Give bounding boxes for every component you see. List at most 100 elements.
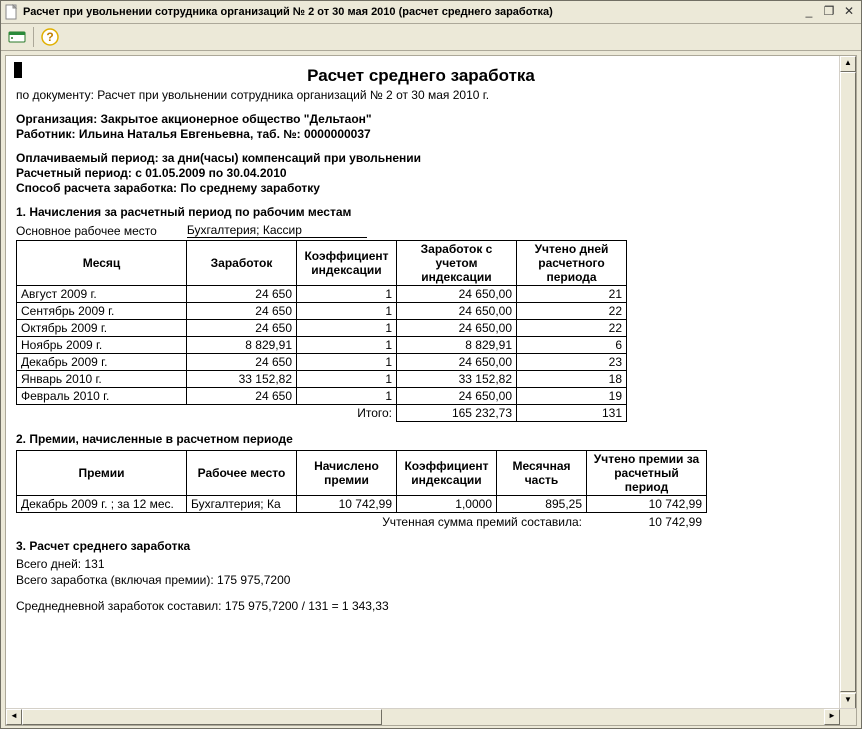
text-caret [14, 62, 22, 78]
table-row: Сентябрь 2009 г.24 650124 650,0022 [17, 303, 627, 320]
cell-month: Ноябрь 2009 г. [17, 337, 187, 354]
table-total-row: Итого:165 232,73131 [17, 405, 627, 422]
employee-value: Ильина Наталья Евгеньевна, таб. №: 00000… [79, 127, 371, 141]
scroll-right-button[interactable]: ► [824, 709, 840, 725]
section2-heading: 2. Премии, начисленные в расчетном перио… [16, 432, 826, 446]
table-header: Учтено дней расчетного периода [517, 241, 627, 286]
by-document-value: Расчет при увольнении сотрудника организ… [97, 88, 489, 102]
average-value: 175 975,7200 / 131 = 1 343,33 [225, 599, 389, 613]
calc-period-value: с 01.05.2009 по 30.04.2010 [135, 166, 286, 180]
help-button[interactable]: ? [38, 25, 62, 49]
bonus-sum-value: 10 742,99 [612, 515, 706, 529]
table-header: Заработок с учетом индексации [397, 241, 517, 286]
organization-label: Организация: [16, 112, 101, 126]
cell-month: Январь 2010 г. [17, 371, 187, 388]
cell-days: 22 [517, 320, 627, 337]
earnings-table: МесяцЗаработокКоэффициент индексацииЗара… [16, 240, 627, 422]
by-document-label: по документу: [16, 88, 97, 102]
workplace-value: Бухгалтерия; Кассир [187, 223, 367, 238]
section3: 3. Расчет среднего заработка Всего дней:… [16, 539, 826, 613]
table-header: Начислено премии [297, 451, 397, 496]
table-row: Ноябрь 2009 г.8 829,9118 829,916 [17, 337, 627, 354]
cell-accrued: 10 742,99 [297, 496, 397, 513]
table-row: Февраль 2010 г.24 650124 650,0019 [17, 388, 627, 405]
table-row: Август 2009 г.24 650124 650,0021 [17, 286, 627, 303]
total-earnings-label: Всего заработка (включая премии): [16, 573, 217, 587]
calc-period-line: Расчетный период: с 01.05.2009 по 30.04.… [16, 166, 826, 180]
total-label: Итого: [17, 405, 397, 422]
cell-month: Октябрь 2009 г. [17, 320, 187, 337]
scroll-left-button[interactable]: ◄ [6, 709, 22, 725]
cell-earnings: 24 650 [187, 303, 297, 320]
cell-earnings: 33 152,82 [187, 371, 297, 388]
horizontal-scrollbar[interactable]: ◄ ► [6, 708, 856, 725]
scroll-down-button[interactable]: ▼ [840, 693, 856, 709]
cell-earnings: 8 829,91 [187, 337, 297, 354]
cell-coef: 1,0000 [397, 496, 497, 513]
cell-days: 19 [517, 388, 627, 405]
horizontal-scroll-thumb[interactable] [22, 709, 382, 725]
workplace-label: Основное рабочее место [16, 224, 157, 238]
toolbar: ? [1, 24, 861, 51]
total-days-label: Всего дней: [16, 557, 84, 571]
toolbar-separator [33, 27, 34, 47]
cell-days: 6 [517, 337, 627, 354]
vertical-scrollbar[interactable]: ▲ ▼ [839, 56, 856, 709]
minimize-button[interactable]: _ [801, 5, 817, 19]
document-icon [5, 4, 19, 20]
close-button[interactable]: ✕ [841, 5, 857, 19]
report-window: Расчет при увольнении сотрудника организ… [0, 0, 862, 729]
toolbar-action-button[interactable] [5, 25, 29, 49]
cell-indexed: 24 650,00 [397, 388, 517, 405]
cell-coef: 1 [297, 320, 397, 337]
table-row: Декабрь 2009 г.24 650124 650,0023 [17, 354, 627, 371]
report-page: Расчет среднего заработка по документу: … [6, 56, 840, 709]
content-area: Расчет среднего заработка по документу: … [5, 55, 857, 726]
method-label: Способ расчета заработка: [16, 181, 180, 195]
cell-month: Февраль 2010 г. [17, 388, 187, 405]
cell-days: 23 [517, 354, 627, 371]
maximize-button[interactable]: ❐ [821, 5, 837, 19]
section1-heading: 1. Начисления за расчетный период по раб… [16, 205, 826, 219]
table-header: Учтено премии за расчетный период [587, 451, 707, 496]
window-title: Расчет при увольнении сотрудника организ… [23, 6, 797, 18]
table-header: Коэффициент индексации [297, 241, 397, 286]
cell-coef: 1 [297, 354, 397, 371]
scroll-up-button[interactable]: ▲ [840, 56, 856, 72]
table-row: Январь 2010 г.33 152,82133 152,8218 [17, 371, 627, 388]
table-header: Рабочее место [187, 451, 297, 496]
cell-month: Август 2009 г. [17, 286, 187, 303]
cell-bonus: Декабрь 2009 г. ; за 12 мес. [17, 496, 187, 513]
table-header: Месяц [17, 241, 187, 286]
cell-coef: 1 [297, 286, 397, 303]
cell-indexed: 24 650,00 [397, 303, 517, 320]
paid-period-value: за дни(часы) компенсаций при увольнении [162, 151, 421, 165]
cell-coef: 1 [297, 337, 397, 354]
employee-label: Работник: [16, 127, 79, 141]
cell-coef: 1 [297, 303, 397, 320]
bonuses-table: ПремииРабочее местоНачислено премииКоэфф… [16, 450, 707, 513]
method-line: Способ расчета заработка: По среднему за… [16, 181, 826, 195]
employee-line: Работник: Ильина Наталья Евгеньевна, таб… [16, 127, 826, 141]
total-days: 131 [517, 405, 627, 422]
table-header: Коэффициент индексации [397, 451, 497, 496]
method-value: По среднему заработку [180, 181, 320, 195]
cell-month: Декабрь 2009 г. [17, 354, 187, 371]
cell-workplace: Бухгалтерия; Ка [187, 496, 297, 513]
paid-period-label: Оплачиваемый период: [16, 151, 162, 165]
cell-earnings: 24 650 [187, 354, 297, 371]
total-days-line: Всего дней: 131 [16, 557, 826, 571]
table-row: Октябрь 2009 г.24 650124 650,0022 [17, 320, 627, 337]
cell-earnings: 24 650 [187, 388, 297, 405]
report-title: Расчет среднего заработка [16, 66, 826, 86]
bonus-sum-row: Учтенная сумма премий составила: 10 742,… [16, 515, 706, 529]
total-earnings-line: Всего заработка (включая премии): 175 97… [16, 573, 826, 587]
workplace-row: Основное рабочее место Бухгалтерия; Касс… [16, 223, 826, 238]
cell-indexed: 24 650,00 [397, 354, 517, 371]
cell-earnings: 24 650 [187, 320, 297, 337]
scroll-corner [840, 709, 856, 725]
paid-period-line: Оплачиваемый период: за дни(часы) компен… [16, 151, 826, 165]
organization-line: Организация: Закрытое акционерное общест… [16, 112, 826, 126]
vertical-scroll-thumb[interactable] [840, 72, 856, 692]
table-header: Заработок [187, 241, 297, 286]
